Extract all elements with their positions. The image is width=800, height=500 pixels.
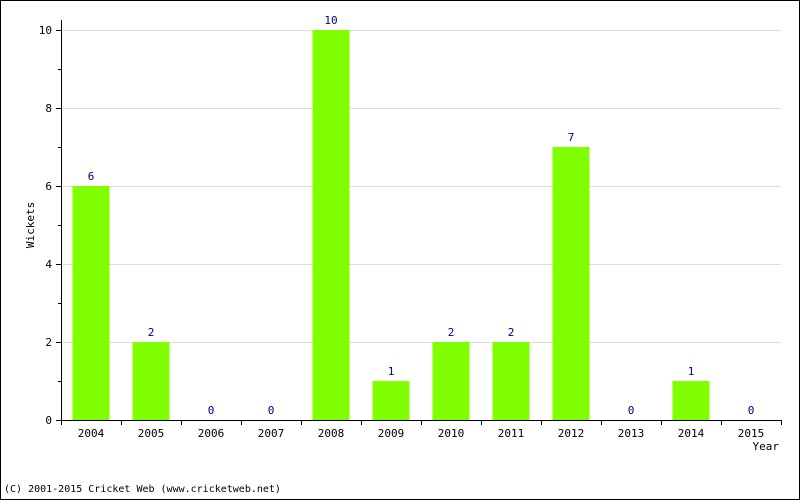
- axes: [56, 20, 782, 425]
- bar-value-label: 2: [448, 326, 455, 339]
- bar: [72, 186, 110, 420]
- x-tick-label: 2013: [618, 427, 645, 440]
- bar-value-label: 7: [568, 131, 575, 144]
- x-tick-label: 2009: [378, 427, 405, 440]
- y-tick-label: 10: [39, 24, 52, 37]
- x-tick-label: 2011: [498, 427, 525, 440]
- copyright-text: (C) 2001-2015 Cricket Web (www.cricketwe…: [4, 484, 281, 495]
- y-axis-title: Wickets: [24, 202, 37, 248]
- x-tick-label: 2015: [738, 427, 765, 440]
- bar: [372, 381, 410, 420]
- y-tick-label: 2: [45, 336, 52, 349]
- x-tick-label: 2007: [258, 427, 285, 440]
- bar-value-label: 2: [148, 326, 155, 339]
- bar-value-label: 0: [268, 404, 275, 417]
- bar-value-label: 10: [324, 14, 337, 27]
- x-tick-label: 2014: [678, 427, 705, 440]
- y-tick-label: 4: [45, 258, 52, 271]
- bar-value-label: 1: [688, 365, 695, 378]
- bar: [672, 381, 710, 420]
- grid-lines: [61, 30, 781, 343]
- x-tick-label: 2005: [138, 427, 165, 440]
- bar: [492, 342, 530, 420]
- bar-value-label: 2: [508, 326, 515, 339]
- y-tick-label: 0: [45, 414, 52, 427]
- bar-value-label: 0: [208, 404, 215, 417]
- bar-value-label: 1: [388, 365, 395, 378]
- bar: [132, 342, 170, 420]
- x-tick-label: 2010: [438, 427, 465, 440]
- bar-value-label: 6: [88, 170, 95, 183]
- bar: [552, 147, 590, 420]
- bar: [432, 342, 470, 420]
- y-tick-label: 6: [45, 180, 52, 193]
- bars: [72, 30, 710, 420]
- bar-value-label: 0: [748, 404, 755, 417]
- bar-value-label: 0: [628, 404, 635, 417]
- x-axis-title: Year: [753, 440, 780, 453]
- x-tick-label: 2008: [318, 427, 345, 440]
- y-tick-label: 8: [45, 102, 52, 115]
- x-tick-label: 2012: [558, 427, 585, 440]
- x-tick-label: 2006: [198, 427, 225, 440]
- bar: [312, 30, 350, 420]
- x-tick-label: 2004: [78, 427, 105, 440]
